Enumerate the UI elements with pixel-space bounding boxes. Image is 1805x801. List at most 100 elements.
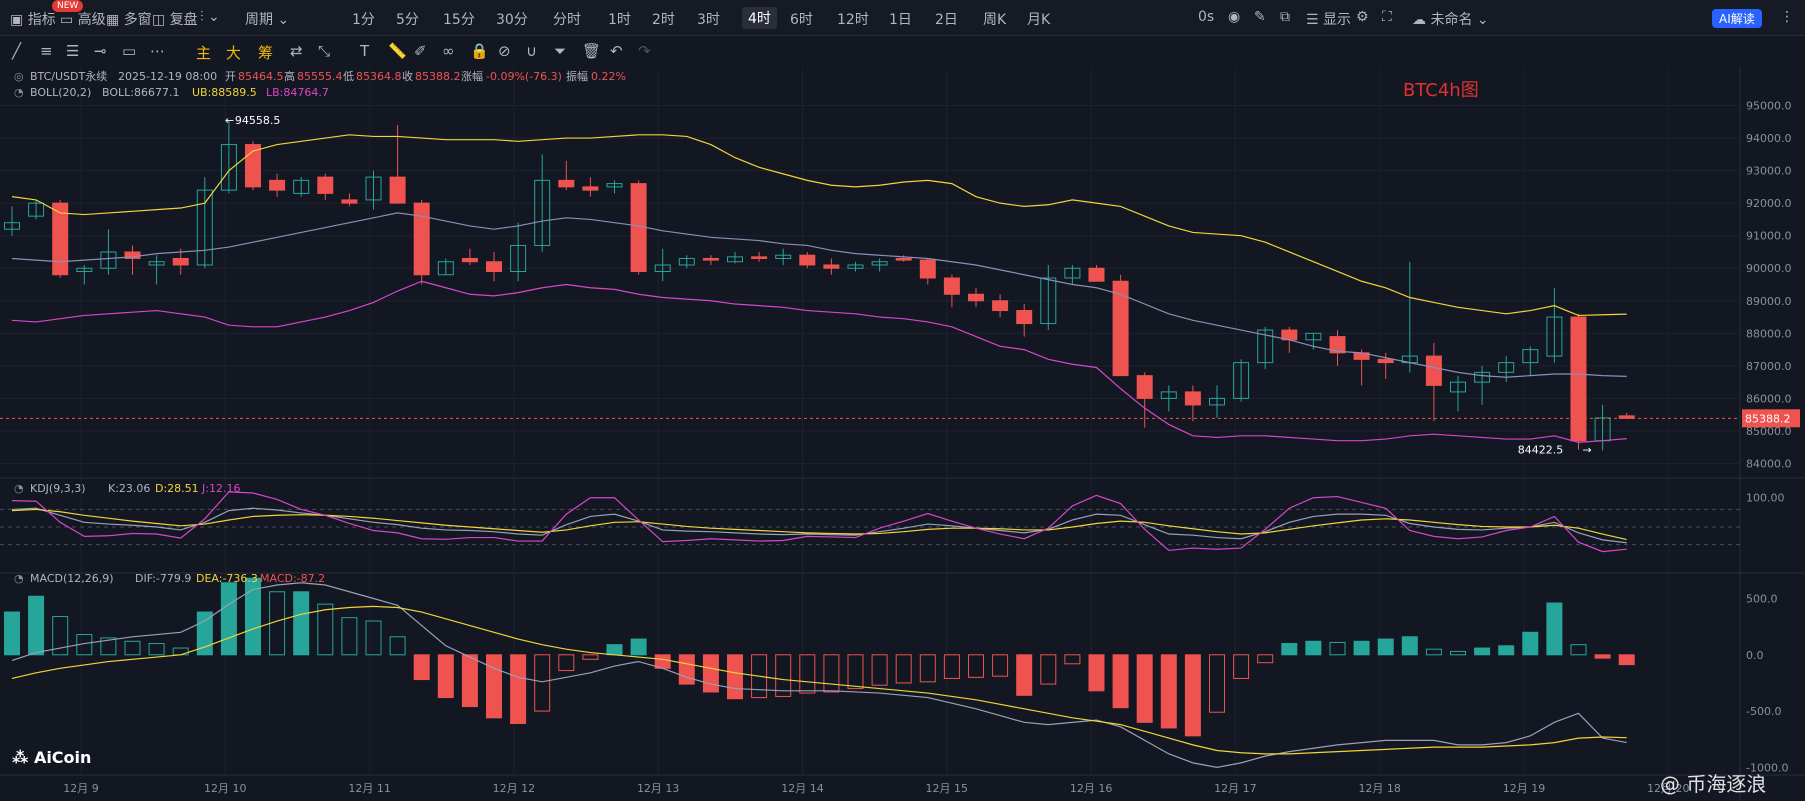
- interval-9[interactable]: 6时: [790, 12, 813, 28]
- interval-1[interactable]: 5分: [396, 12, 419, 28]
- redo-icon[interactable]: ↷: [638, 42, 651, 60]
- layout-dropdown[interactable]: ☁ 未命名 ⌄: [1412, 12, 1489, 28]
- boll-bell-icon[interactable]: ◔: [14, 86, 24, 99]
- ai-interpret-button[interactable]: AI解读: [1712, 9, 1762, 28]
- brush-icon[interactable]: ✐: [414, 42, 427, 60]
- copy-icon[interactable]: ⧉: [1280, 9, 1290, 25]
- time-tick: 12月 10: [204, 782, 247, 795]
- measure-icon[interactable]: ⤡: [318, 42, 331, 60]
- hide-icon[interactable]: ⊘: [498, 42, 511, 60]
- macd-tick: 0.0: [1746, 649, 1764, 662]
- kdj-bell-icon[interactable]: ◔: [14, 482, 24, 495]
- boll-name[interactable]: BOLL(20,2): [30, 86, 91, 99]
- boll-mid-value: BOLL:86677.1: [102, 86, 179, 99]
- chips-button[interactable]: 筹: [258, 44, 274, 62]
- macd-name[interactable]: MACD(12,26,9): [30, 572, 114, 585]
- interval-7[interactable]: 3时: [697, 12, 720, 28]
- macd-histogram-bar: [52, 616, 69, 656]
- interval-5[interactable]: 1时: [608, 12, 631, 28]
- parallel-lines-icon[interactable]: ≡: [40, 42, 53, 60]
- kdj-name[interactable]: KDJ(9,3,3): [30, 482, 86, 495]
- interval-2[interactable]: 15分: [443, 12, 475, 28]
- horizontal-ray-icon[interactable]: ⊸: [94, 42, 107, 60]
- interval-10[interactable]: 12时: [837, 12, 869, 28]
- replay-button[interactable]: ◫ 复盘: [152, 12, 198, 28]
- compare-icon[interactable]: ⇄: [290, 42, 303, 60]
- chart-type-dropdown[interactable]: ⫶ ⌄: [200, 9, 220, 25]
- more-icon[interactable]: ⋮: [1780, 9, 1794, 25]
- macd-histogram-bar: [847, 654, 864, 690]
- delete-icon[interactable]: 🗑: [582, 42, 602, 60]
- price-tick: 94000.0: [1746, 132, 1792, 145]
- high-label: 高: [284, 69, 295, 83]
- lock-icon[interactable]: 🔒: [470, 42, 489, 60]
- filter-icon[interactable]: ⏷: [554, 42, 567, 60]
- kdj-d-line: [11, 508, 1627, 541]
- trend-line-icon[interactable]: ╱: [12, 42, 22, 60]
- macd-histogram-bar: [582, 654, 599, 660]
- candle-body: [413, 202, 430, 276]
- new-badge: NEW: [52, 0, 84, 12]
- interval-3[interactable]: 30分: [496, 12, 528, 28]
- low-value: 85364.8: [356, 70, 402, 83]
- macd-histogram-bar: [28, 595, 45, 656]
- price-tick: 87000.0: [1746, 360, 1792, 373]
- chart-annotation[interactable]: BTC4h图: [1403, 80, 1479, 101]
- candle-body: [1112, 280, 1129, 377]
- magnet-icon[interactable]: ∪: [526, 42, 537, 60]
- low-arrow-icon: →: [1583, 444, 1592, 457]
- large-order-button[interactable]: 大: [226, 44, 242, 62]
- candle-body: [943, 277, 960, 295]
- main-force-button[interactable]: 主: [196, 44, 212, 62]
- interval-0[interactable]: 1分: [352, 12, 375, 28]
- interval-14[interactable]: 月K: [1027, 12, 1051, 28]
- more-tools-icon[interactable]: ⋯: [150, 42, 165, 60]
- fullscreen-icon[interactable]: ⛶: [1382, 9, 1392, 25]
- time-tick: 12月 18: [1358, 782, 1401, 795]
- watermark: @ 币海逐浪: [1660, 772, 1767, 796]
- candle-body: [919, 259, 936, 279]
- price-chart[interactable]: 95000.0 94000.0 93000.0 92000.0 91000.0 90000…: [0, 68, 1805, 801]
- settings-icon[interactable]: ⚙: [1356, 9, 1369, 25]
- multi-window-button[interactable]: ▦ 多窗: [106, 12, 152, 28]
- kdj-j-line: [11, 491, 1627, 553]
- indicators-button[interactable]: ▣ 指标: [10, 12, 56, 28]
- undo-icon[interactable]: ↶: [610, 42, 623, 60]
- macd-histogram-bar: [1088, 654, 1105, 692]
- macd-histogram-bar: [1016, 654, 1033, 696]
- interval-8[interactable]: 4时: [742, 7, 777, 29]
- camera-icon[interactable]: ◉: [1228, 9, 1241, 25]
- rectangle-icon[interactable]: ▭: [122, 42, 137, 60]
- candle-body: [486, 261, 502, 272]
- edit-icon[interactable]: ✎: [1254, 9, 1266, 25]
- display-button[interactable]: ☰ 显示: [1306, 12, 1352, 28]
- macd-histogram-bar: [1425, 648, 1442, 656]
- text-icon[interactable]: T: [360, 42, 370, 60]
- horizontal-lines-icon[interactable]: ☰: [66, 42, 80, 60]
- interval-11[interactable]: 1日: [889, 12, 912, 28]
- interval-6[interactable]: 2时: [652, 12, 675, 28]
- high-value: 85555.4: [297, 70, 343, 83]
- interval-12[interactable]: 2日: [935, 12, 958, 28]
- macd-bell-icon[interactable]: ◔: [14, 572, 24, 585]
- kdj-k-value: K:23.06: [108, 482, 150, 495]
- candle-body: [1257, 329, 1274, 364]
- drawing-toolbar: ╱ ≡ ☰ ⊸ ▭ ⋯ 主 大 筹 ⇄ ⤡ T 📏 ✐ ∞ 🔒 ⊘ ∪ ⏷ 🗑 …: [0, 36, 1805, 68]
- macd-histogram-bar: [293, 591, 310, 656]
- macd-histogram-bar: [220, 582, 237, 656]
- macd-histogram-bar: [968, 654, 984, 678]
- candle-body: [100, 251, 117, 269]
- candle-body: [702, 257, 719, 261]
- advanced-button[interactable]: ▭ 高级: [60, 12, 106, 28]
- candle-body: [1522, 349, 1539, 364]
- interval-13[interactable]: 周K: [983, 12, 1007, 28]
- link-icon[interactable]: ∞: [442, 42, 455, 60]
- macd-dif-line: [11, 582, 1627, 768]
- macd-histogram-bar: [1160, 654, 1177, 729]
- ruler-icon[interactable]: 📏: [388, 42, 407, 60]
- period-dropdown[interactable]: 周期 ⌄: [245, 12, 290, 28]
- macd-histogram-bar: [1136, 654, 1153, 723]
- time-tick: 12月 12: [493, 782, 536, 795]
- macd-histogram-bar: [461, 654, 478, 708]
- interval-4[interactable]: 分时: [553, 12, 581, 28]
